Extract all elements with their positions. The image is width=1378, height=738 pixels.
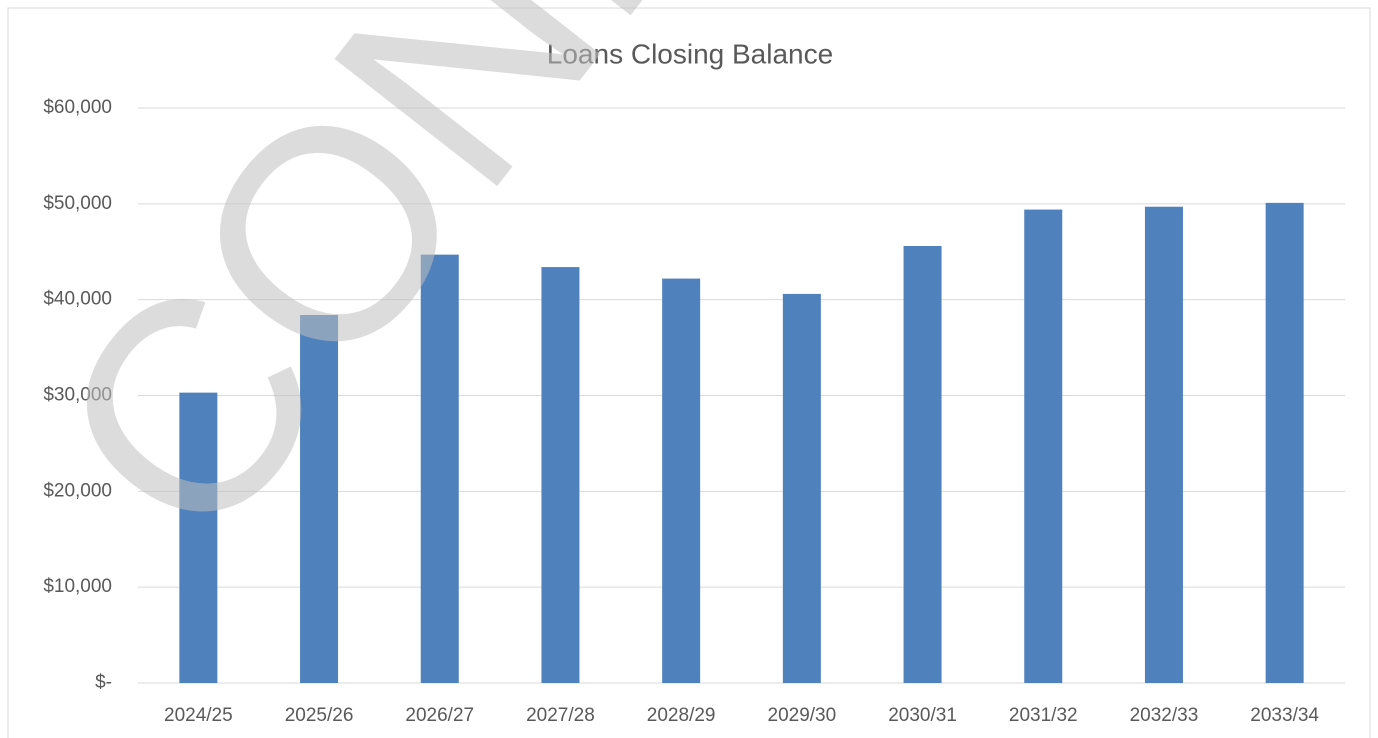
bar bbox=[1265, 202, 1304, 683]
x-tick-label: 2033/34 bbox=[1250, 705, 1319, 726]
y-tick-label: $- bbox=[95, 672, 112, 693]
bar bbox=[541, 267, 580, 683]
x-tick-label: 2030/31 bbox=[888, 705, 957, 726]
bar bbox=[1024, 209, 1063, 684]
x-tick-label: 2032/33 bbox=[1130, 705, 1199, 726]
y-tick-label: $20,000 bbox=[43, 480, 112, 501]
bar bbox=[420, 254, 459, 683]
x-tick-label: 2031/32 bbox=[1009, 705, 1078, 726]
bar bbox=[179, 392, 218, 683]
bar bbox=[300, 315, 339, 683]
y-tick-label: $30,000 bbox=[43, 385, 112, 406]
x-tick-label: 2027/28 bbox=[526, 705, 595, 726]
y-tick-label: $10,000 bbox=[43, 576, 112, 597]
x-tick-label: 2025/26 bbox=[285, 705, 354, 726]
y-tick-label: $60,000 bbox=[43, 97, 112, 118]
x-tick-label: 2028/29 bbox=[647, 705, 716, 726]
y-tick-label: $50,000 bbox=[43, 193, 112, 214]
chart-title: Loans Closing Balance bbox=[547, 38, 833, 69]
bar bbox=[782, 293, 821, 683]
y-tick-label: $40,000 bbox=[43, 289, 112, 310]
bar bbox=[1144, 206, 1183, 684]
bar bbox=[662, 278, 701, 683]
x-tick-label: 2026/27 bbox=[405, 705, 474, 726]
bar bbox=[903, 246, 942, 683]
x-tick-label: 2029/30 bbox=[768, 705, 837, 726]
x-tick-label: 2024/25 bbox=[164, 705, 233, 726]
